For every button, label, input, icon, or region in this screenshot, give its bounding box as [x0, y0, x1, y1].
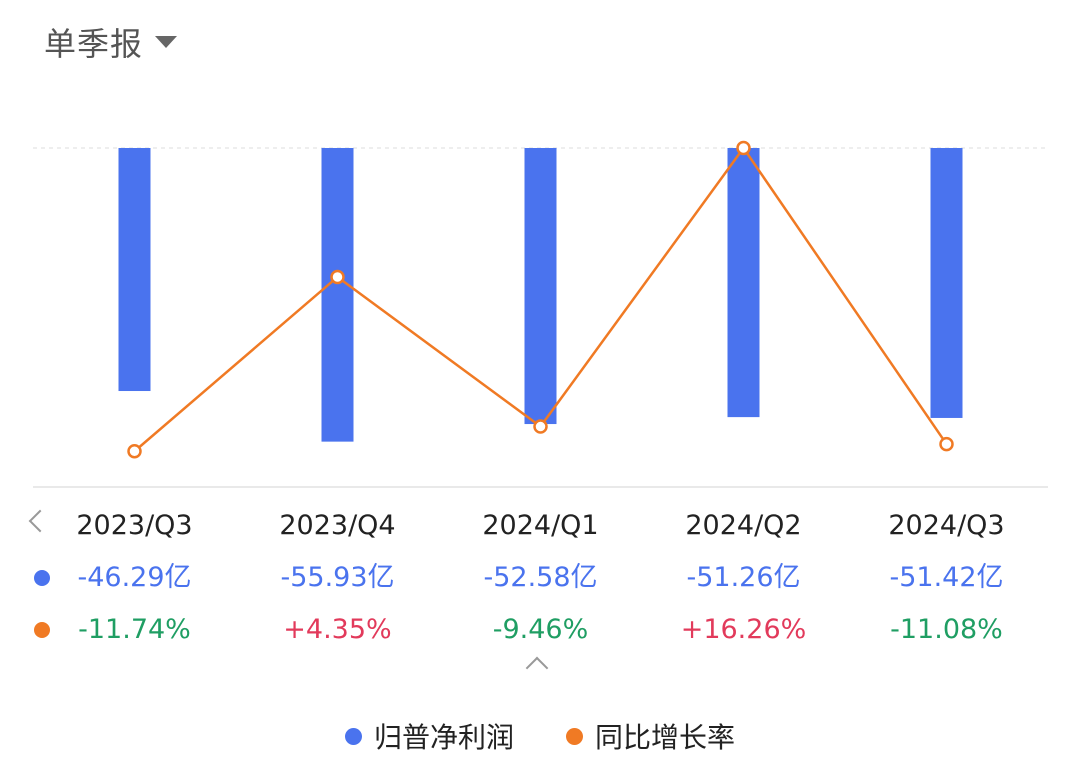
bar — [524, 148, 557, 425]
bar — [727, 148, 760, 418]
category-label: 2024/Q2 — [685, 510, 802, 541]
chart — [33, 140, 1048, 488]
legend-dot-icon — [344, 727, 362, 745]
growth-value: +4.35% — [283, 614, 392, 645]
profit-value: -46.29亿 — [77, 562, 192, 593]
profit-value: -51.42亿 — [889, 562, 1004, 593]
caret-down-icon — [155, 36, 178, 48]
growth-value: +16.26% — [680, 614, 807, 645]
growth-value: -9.46% — [492, 614, 589, 645]
growth-point — [736, 140, 751, 156]
legend-label: 同比增长率 — [595, 721, 736, 754]
growth-point — [330, 269, 345, 285]
chevron-up-icon[interactable] — [525, 656, 549, 680]
legend-item-profit[interactable]: 归普净利润 — [344, 716, 514, 756]
profit-value: -51.26亿 — [686, 562, 801, 593]
growth-point — [939, 436, 954, 452]
profit-row: -46.29亿 -55.93亿 -52.58亿 -51.26亿 -51.42亿 — [0, 552, 1080, 604]
period-label: 单季报 — [44, 25, 144, 63]
growth-dot-icon — [34, 622, 50, 638]
bar — [930, 148, 963, 418]
legend-item-growth[interactable]: 同比增长率 — [566, 716, 735, 756]
growth-point — [127, 443, 142, 459]
growth-value: -11.74% — [78, 614, 191, 645]
profit-value: -52.58亿 — [483, 562, 598, 593]
period-selector[interactable]: 单季报 — [44, 18, 178, 66]
growth-value: -11.08% — [890, 614, 1003, 645]
profit-dot-icon — [34, 570, 50, 586]
legend-label: 归普净利润 — [373, 721, 514, 754]
growth-point — [533, 419, 548, 434]
bar — [321, 148, 354, 442]
category-label: 2023/Q3 — [76, 510, 193, 541]
category-row: 2023/Q3 2023/Q4 2024/Q1 2024/Q2 2024/Q3 — [0, 500, 1080, 552]
bar — [118, 148, 151, 392]
legend-dot-icon — [566, 727, 583, 745]
category-label: 2024/Q3 — [888, 510, 1005, 541]
growth-row: -11.74% +4.35% -9.46% +16.26% -11.08% — [0, 604, 1080, 656]
category-label: 2023/Q4 — [279, 510, 396, 541]
legend: 归普净利润 同比增长率 — [0, 712, 1080, 760]
category-label: 2024/Q1 — [482, 510, 599, 541]
data-table: 2023/Q3 2023/Q4 2024/Q1 2024/Q2 2024/Q3 -46.… — [0, 500, 1080, 656]
profit-value: -55.93亿 — [280, 562, 395, 593]
